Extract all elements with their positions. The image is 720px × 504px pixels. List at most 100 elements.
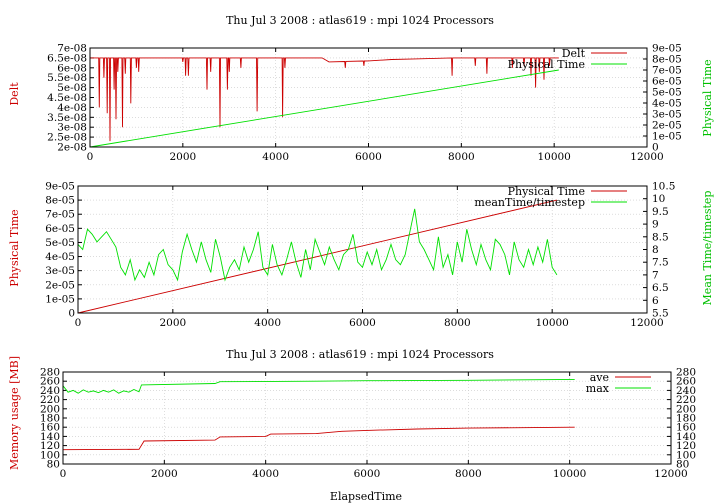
chart3-title: Thu Jul 3 2008 : atlas619 : mpi 1024 Pro… bbox=[226, 348, 494, 361]
chart1-xtick-label: 10000 bbox=[537, 151, 570, 163]
chart2-ytick-left-label: 2e-05 bbox=[45, 279, 75, 291]
chart1-legend-label: Physical Time bbox=[508, 58, 585, 71]
chart3-ytick-right-label: 100 bbox=[676, 449, 696, 461]
chart3-ytick-right-label: 220 bbox=[676, 394, 696, 406]
chart1-xtick-label: 4000 bbox=[262, 151, 289, 163]
chart2-series-physical-time bbox=[77, 199, 558, 314]
chart3-xtick-label: 2000 bbox=[151, 468, 178, 480]
chart3-ytick-left-label: 160 bbox=[40, 422, 60, 434]
chart3-ytick-left-label: 260 bbox=[40, 376, 60, 388]
chart1-frame bbox=[89, 47, 648, 148]
chart3-ytick-left-label: 140 bbox=[40, 431, 60, 443]
chart1-right-ylabel: Physical Time bbox=[701, 59, 714, 136]
chart3-ytick-left-label: 180 bbox=[40, 413, 60, 425]
chart2-ytick-left-label: 9e-05 bbox=[45, 181, 75, 193]
chart1-ytick-left-label: 6.5e-08 bbox=[47, 52, 87, 64]
chart3-xtick-label: 8000 bbox=[455, 468, 482, 480]
chart3-legend-label: max bbox=[586, 382, 610, 395]
chart1-xtick-label: 2000 bbox=[169, 151, 196, 163]
chart2-series-meantime-timestep bbox=[77, 208, 558, 282]
chart3-xtick-label: 10000 bbox=[553, 468, 586, 480]
chart3-ytick-left-label: 100 bbox=[40, 449, 60, 461]
chart1-ytick-right-label: 9e-05 bbox=[652, 43, 682, 55]
chart3-xtick-label: 4000 bbox=[252, 468, 279, 480]
chart2-xtick-label: 10000 bbox=[535, 317, 568, 329]
chart1-ytick-right-label: 8e-05 bbox=[652, 54, 682, 66]
chart1-ytick-left-label: 5.5e-08 bbox=[47, 72, 87, 84]
chart3-xtick-label: 12000 bbox=[654, 468, 687, 480]
chart2-ytick-right-label: 8 bbox=[652, 244, 659, 256]
chart1-ytick-left-label: 3.5e-08 bbox=[47, 112, 87, 124]
chart1-ytick-right-label: 1e-05 bbox=[652, 131, 682, 143]
chart3-ytick-left-label: 120 bbox=[40, 440, 60, 452]
chart3-series-ave bbox=[62, 426, 575, 451]
chart1-ytick-right-label: 6e-05 bbox=[652, 76, 682, 88]
chart2-ytick-left-label: 5e-05 bbox=[45, 237, 75, 249]
chart1-left-ylabel: Delt bbox=[8, 82, 21, 106]
chart2-left-ylabel: Physical Time bbox=[8, 209, 21, 286]
chart1-title: Thu Jul 3 2008 : atlas619 : mpi 1024 Pro… bbox=[226, 14, 494, 27]
chart2-ytick-left-label: 8e-05 bbox=[45, 195, 75, 207]
chart3-ytick-right-label: 140 bbox=[676, 431, 696, 443]
chart2-xtick-label: 0 bbox=[75, 317, 82, 329]
chart3-xtick-label: 0 bbox=[60, 468, 67, 480]
chart1-ytick-right-label: 5e-05 bbox=[652, 87, 682, 99]
chart2-ytick-right-label: 6 bbox=[652, 295, 659, 307]
chart2-ytick-right-label: 10.5 bbox=[652, 181, 675, 193]
chart3-frame bbox=[62, 371, 672, 465]
chart2-xtick-label: 12000 bbox=[630, 317, 663, 329]
chart1-xtick-label: 8000 bbox=[448, 151, 475, 163]
chart1-ytick-left-label: 4e-08 bbox=[57, 102, 87, 114]
chart3-ytick-right-label: 280 bbox=[676, 367, 696, 379]
chart2-ytick-right-label: 9.5 bbox=[652, 206, 669, 218]
chart1-xtick-label: 0 bbox=[87, 151, 94, 163]
chart2-ytick-left-label: 3e-05 bbox=[45, 265, 75, 277]
chart3-legend-label: ave bbox=[590, 371, 609, 384]
chart1-ytick-left-label: 5e-08 bbox=[57, 82, 87, 94]
chart1-ytick-left-label: 2.5e-08 bbox=[47, 132, 87, 144]
chart2-ytick-right-label: 6.5 bbox=[652, 282, 669, 294]
chart1-ytick-left-label: 3e-08 bbox=[57, 122, 87, 134]
chart1-xtick-label: 6000 bbox=[355, 151, 382, 163]
chart2-right-ylabel: Mean Time/timestep bbox=[701, 191, 714, 306]
chart3-series-max bbox=[62, 378, 575, 394]
chart1-xtick-label: 12000 bbox=[630, 151, 663, 163]
chart1-ytick-right-label: 2e-05 bbox=[652, 120, 682, 132]
chart1-ytick-left-label: 4.5e-08 bbox=[47, 92, 87, 104]
chart1-ytick-left-label: 6e-08 bbox=[57, 62, 87, 74]
chart3-xlabel: ElapsedTime bbox=[330, 490, 402, 503]
chart2-xtick-label: 6000 bbox=[349, 317, 376, 329]
chart3-left-ylabel: Memory usage [MB] bbox=[8, 356, 21, 470]
chart3-ytick-left-label: 200 bbox=[40, 403, 60, 415]
chart2-xtick-label: 2000 bbox=[159, 317, 186, 329]
chart2-legend-label: meanTime/timestep bbox=[474, 196, 585, 209]
chart2-ytick-right-label: 7.5 bbox=[652, 257, 669, 269]
chart1-ytick-left-label: 2e-08 bbox=[57, 142, 87, 154]
chart2-frame bbox=[77, 185, 648, 314]
plot-layer: 0 2000 4000 6000 8000 10000 120002e-082.5e-083… bbox=[40, 43, 696, 481]
chart3-ytick-left-label: 240 bbox=[40, 385, 60, 397]
chart3-ytick-right-label: 260 bbox=[676, 376, 696, 388]
chart1-ytick-left-label: 7e-08 bbox=[57, 43, 87, 55]
chart2-xtick-label: 8000 bbox=[444, 317, 471, 329]
chart1-ytick-right-label: 7e-05 bbox=[652, 65, 682, 77]
chart2-ytick-left-label: 0 bbox=[68, 308, 75, 320]
chart1-legend-label: Delt bbox=[562, 47, 586, 60]
chart2-ytick-left-label: 1e-05 bbox=[45, 293, 75, 305]
chart2-ytick-left-label: 6e-05 bbox=[45, 223, 75, 235]
chart3-ytick-right-label: 180 bbox=[676, 413, 696, 425]
chart3-ytick-right-label: 200 bbox=[676, 403, 696, 415]
chart2-xtick-label: 4000 bbox=[254, 317, 281, 329]
chart2-legend-label: Physical Time bbox=[508, 185, 585, 198]
chart1-ytick-right-label: 0 bbox=[652, 142, 659, 154]
chart3-ytick-left-label: 280 bbox=[40, 367, 60, 379]
chart2-ytick-right-label: 8.5 bbox=[652, 231, 669, 243]
chart2-ytick-right-label: 5.5 bbox=[652, 308, 669, 320]
chart2-ytick-right-label: 7 bbox=[652, 269, 659, 281]
chart1-series-physical-time bbox=[89, 69, 559, 148]
chart3-ytick-right-label: 240 bbox=[676, 385, 696, 397]
chart2-ytick-right-label: 10 bbox=[652, 193, 665, 205]
chart2-ytick-right-label: 9 bbox=[652, 219, 659, 231]
chart3-xtick-label: 6000 bbox=[354, 468, 381, 480]
